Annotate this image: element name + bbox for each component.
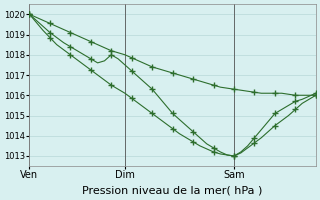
X-axis label: Pression niveau de la mer( hPa ): Pression niveau de la mer( hPa ) (83, 186, 263, 196)
